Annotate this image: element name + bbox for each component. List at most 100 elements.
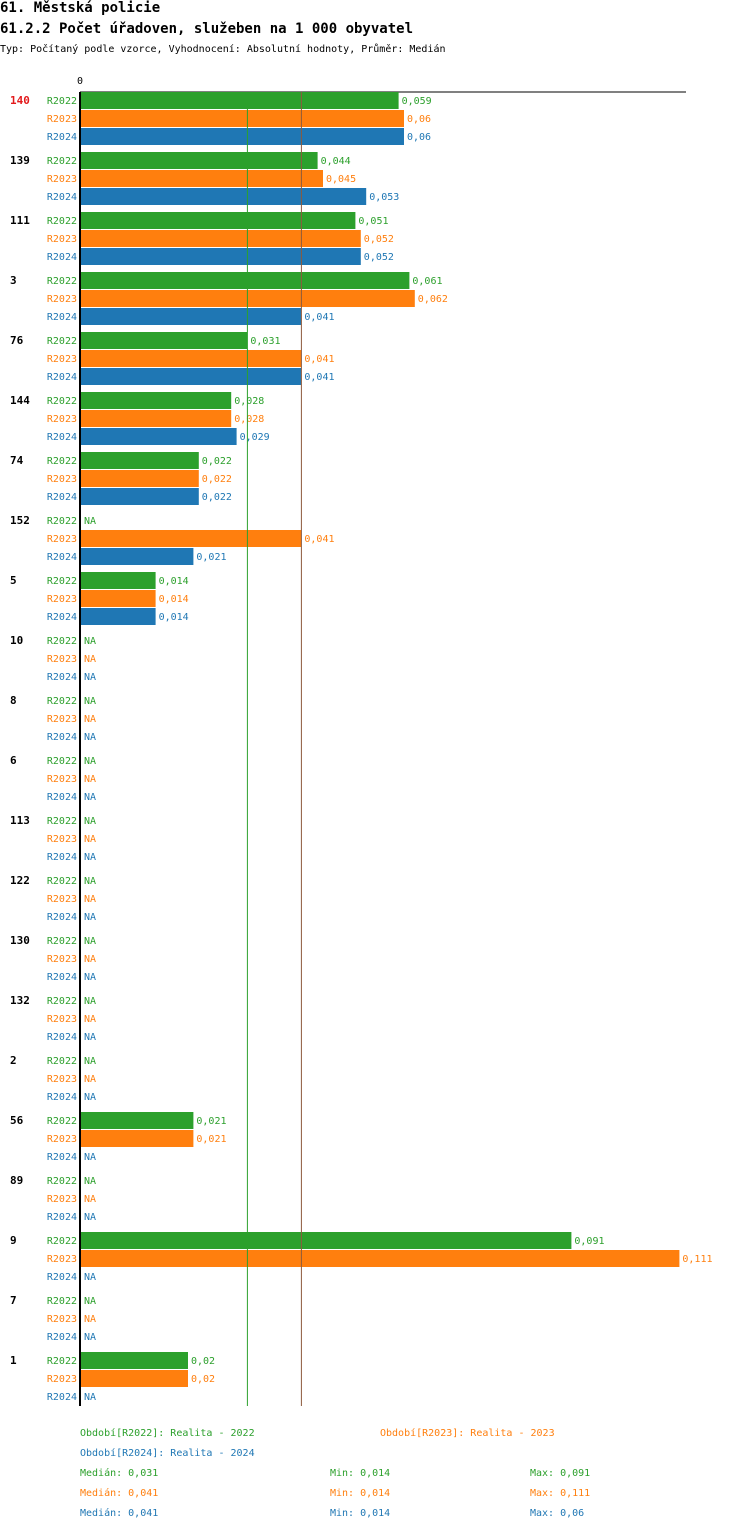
series-label: R2024 [47, 492, 77, 503]
series-label: R2022 [47, 1116, 77, 1127]
series-label: R2024 [47, 1392, 77, 1403]
legend-series-r2023: Období[R2023]: Realita - 2023 [380, 1428, 555, 1439]
series-label: R2024 [47, 672, 77, 683]
value-label: NA [84, 1314, 96, 1325]
bar [80, 350, 302, 367]
category-label: 139 [10, 154, 30, 167]
value-label: NA [84, 696, 96, 707]
legend-series-r2022: Období[R2022]: Realita - 2022 [80, 1428, 255, 1439]
series-label: R2023 [47, 834, 77, 845]
bar [80, 368, 302, 385]
bar [80, 428, 237, 445]
series-label: R2023 [47, 414, 77, 425]
value-label: 0,091 [574, 1236, 604, 1247]
legend-max-r2024: Max: 0,06 [530, 1508, 585, 1519]
series-label: R2022 [47, 696, 77, 707]
category-label: 3 [10, 274, 17, 287]
legend-max-r2023: Max: 0,111 [530, 1488, 591, 1499]
series-label: R2024 [47, 312, 77, 323]
bar [80, 92, 399, 109]
series-label: R2024 [47, 1212, 77, 1223]
bar [80, 1250, 680, 1267]
value-label: 0,053 [369, 192, 399, 203]
chart-subtitle: 61.2.2 Počet úřadoven, služeben na 1 000… [0, 21, 414, 37]
value-label: 0,041 [304, 354, 334, 365]
value-label: 0,021 [196, 1134, 226, 1145]
bar [80, 548, 194, 565]
series-label: R2023 [47, 1014, 77, 1025]
value-label: 0,028 [234, 396, 264, 407]
value-label: NA [84, 972, 96, 983]
bar [80, 1130, 194, 1147]
bar [80, 410, 232, 427]
value-label: 0,014 [159, 594, 189, 605]
value-label: 0,045 [326, 174, 356, 185]
series-label: R2024 [47, 1032, 77, 1043]
series-label: R2023 [47, 1314, 77, 1325]
series-label: R2022 [47, 516, 77, 527]
page-title: 61. Městská policie [0, 0, 161, 16]
series-label: R2024 [47, 372, 77, 383]
series-label: R2023 [47, 1134, 77, 1145]
value-label: NA [84, 1332, 96, 1343]
value-label: 0,041 [304, 312, 334, 323]
legend-min-r2024: Min: 0,014 [330, 1508, 391, 1519]
series-label: R2024 [47, 1152, 77, 1163]
value-label: NA [84, 1074, 96, 1085]
value-label: NA [84, 756, 96, 767]
value-label: 0,028 [234, 414, 264, 425]
value-label: 0,022 [202, 474, 232, 485]
series-label: R2022 [47, 816, 77, 827]
series-label: R2022 [47, 576, 77, 587]
series-label: R2022 [47, 876, 77, 887]
value-label: NA [84, 1032, 96, 1043]
bar [80, 128, 404, 145]
legend-median-r2023: Medián: 0,041 [80, 1488, 159, 1499]
series-label: R2022 [47, 1236, 77, 1247]
bar [80, 170, 323, 187]
bar [80, 1232, 572, 1249]
series-label: R2022 [47, 756, 77, 767]
series-label: R2023 [47, 954, 77, 965]
category-label: 10 [10, 634, 23, 647]
value-label: NA [84, 912, 96, 923]
bar [80, 110, 404, 127]
series-label: R2023 [47, 174, 77, 185]
series-label: R2023 [47, 294, 77, 305]
series-label: R2024 [47, 552, 77, 563]
value-label: 0,06 [407, 114, 431, 125]
category-label: 5 [10, 574, 17, 587]
value-label: NA [84, 1176, 96, 1187]
value-label: NA [84, 1212, 96, 1223]
bar [80, 152, 318, 169]
value-label: 0,02 [191, 1374, 215, 1385]
series-label: R2022 [47, 1356, 77, 1367]
series-label: R2023 [47, 1254, 77, 1265]
series-label: R2024 [47, 852, 77, 863]
value-label: NA [84, 936, 96, 947]
value-label: 0,021 [196, 1116, 226, 1127]
value-label: 0,041 [304, 534, 334, 545]
category-label: 89 [10, 1174, 23, 1187]
value-label: NA [84, 1296, 96, 1307]
series-label: R2022 [47, 936, 77, 947]
bar [80, 1370, 188, 1387]
bar [80, 530, 302, 547]
bar [80, 272, 410, 289]
series-label: R2022 [47, 636, 77, 647]
series-label: R2023 [47, 1374, 77, 1385]
series-label: R2024 [47, 1272, 77, 1283]
series-label: R2023 [47, 654, 77, 665]
series-label: R2023 [47, 354, 77, 365]
value-label: 0,031 [250, 336, 280, 347]
series-label: R2022 [47, 396, 77, 407]
value-label: 0,111 [682, 1254, 712, 1265]
legend-max-r2022: Max: 0,091 [530, 1468, 591, 1479]
series-label: R2022 [47, 156, 77, 167]
value-label: NA [84, 1194, 96, 1205]
bar [80, 308, 302, 325]
category-label: 113 [10, 814, 30, 827]
bar [80, 230, 361, 247]
bar [80, 590, 156, 607]
